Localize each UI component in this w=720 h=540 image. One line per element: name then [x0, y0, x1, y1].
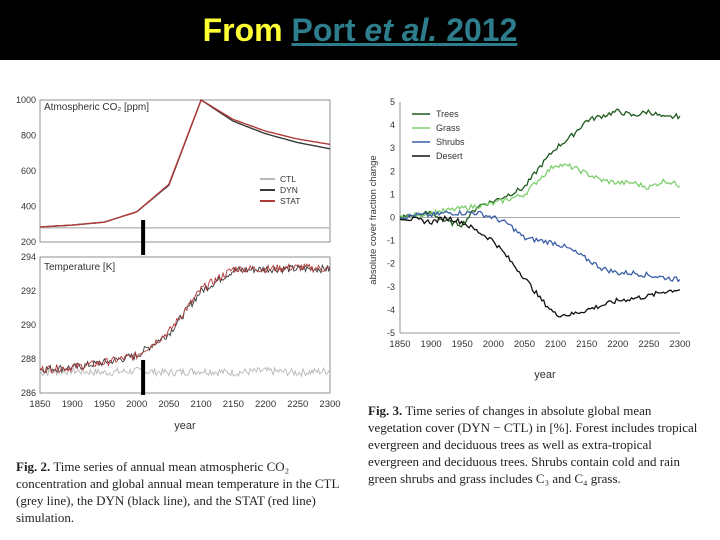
fig2-x-tick-label: 1850: [29, 399, 50, 410]
fig2-x-tick-label: 1950: [94, 399, 115, 410]
fig3-x-tick-label: 2250: [638, 339, 659, 350]
fig2-caption-text: Time series of annual mean atmospheric C…: [16, 459, 339, 525]
citation-etal: et al.: [364, 11, 438, 48]
temp-series-dyn: [39, 263, 331, 374]
fig2-legend-ctl: CTL: [280, 174, 296, 184]
fig3-y-tick-label: 3: [390, 143, 395, 153]
fig3-legend-shrubs: Shrubs: [436, 137, 465, 147]
temp-tick-label: 292: [21, 286, 36, 296]
fig2-caption: Fig. 2. Time series of annual mean atmos…: [16, 458, 346, 526]
fig3-x-tick-label: 2000: [483, 339, 504, 350]
title-prefix: From: [202, 11, 292, 48]
fig3-x-axis-label: year: [534, 369, 556, 381]
fig2-x-tick-label: 2000: [126, 399, 147, 410]
fig3-y-tick-label: 4: [390, 120, 395, 130]
co2-tick-label: 400: [21, 202, 36, 212]
co2-tick-label: 600: [21, 166, 36, 176]
fig3-series-desert: [399, 215, 681, 318]
co2-series-stat: [39, 98, 331, 228]
fig3-y-tick-label: 0: [390, 213, 395, 223]
citation-link[interactable]: Port et al. 2012: [292, 12, 518, 48]
fig2-x-tick-label: 2100: [191, 399, 212, 410]
co2-panel-frame: [39, 99, 331, 243]
fig3-x-tick-label: 2050: [514, 339, 535, 350]
temp-tick-label: 286: [21, 388, 36, 398]
fig2-legend-stat: STAT: [280, 196, 300, 206]
temp-tick-label: 294: [21, 252, 36, 262]
citation-author: Port: [291, 11, 365, 48]
fig3-series-shrubs: [399, 209, 681, 283]
temp-tick-label: 288: [21, 354, 36, 364]
fig3-x-tick-label: 1900: [421, 339, 442, 350]
fig3-legend-desert: Desert: [436, 151, 463, 161]
temp-series-ctl: [39, 365, 331, 378]
fig2-x-tick-label: 2200: [255, 399, 276, 410]
co2-tick-label: 800: [21, 131, 36, 141]
co2-tick-label: 1000: [16, 95, 36, 105]
fig3-x-tick-label: 2300: [669, 339, 690, 350]
fig3-y-tick-label: -5: [387, 328, 395, 338]
temp-series-stat: [39, 262, 331, 374]
fig3-y-tick-label: -3: [387, 282, 395, 292]
fig2-x-tick-label: 2050: [158, 399, 179, 410]
fig2-x-tick-label: 2300: [319, 399, 340, 410]
fig3-y-tick-label: -2: [387, 259, 395, 269]
fig3-x-tick-label: 2200: [607, 339, 628, 350]
fig2-caption-label: Fig. 2.: [16, 459, 51, 474]
fig3-x-tick-label: 2100: [545, 339, 566, 350]
co2-tick-label: 200: [21, 237, 36, 247]
fig3-caption: Fig. 3. Time series of changes in absolu…: [368, 402, 698, 487]
slide-body: 1000 800 600 400 200 294 292 290 288 286 1850 1900 1…: [0, 60, 720, 540]
fig3-y-tick-label: 1: [390, 189, 395, 199]
fig2-legend-dyn: DYN: [280, 185, 298, 195]
fig3-x-tick-label: 1950: [452, 339, 473, 350]
fig2-x-tick-label: 2250: [287, 399, 308, 410]
fig2-x-tick-label: 1900: [62, 399, 83, 410]
temp-panel-label: Temperature [K]: [44, 262, 115, 273]
fig2-x-axis-label: year: [174, 420, 196, 432]
fig3-series-grass: [399, 162, 681, 220]
fig3-caption-label: Fig. 3.: [368, 403, 403, 418]
fig3-legend-trees: Trees: [436, 109, 459, 119]
co2-panel-label: Atmospheric CO₂ [ppm]: [44, 102, 149, 113]
slide-title: From Port et al. 2012: [203, 12, 518, 49]
co2-series-dyn: [39, 98, 331, 228]
fig3-y-axis-label: absolute cover fraction change: [368, 155, 379, 284]
temp-panel-frame: [39, 256, 331, 394]
fig3-x-tick-label: 2150: [576, 339, 597, 350]
fig3-legend-grass: Grass: [436, 123, 461, 133]
fig3-y-tick-label: 2: [390, 166, 395, 176]
fig3-series-trees: [399, 108, 681, 228]
fig3-x-tick-label: 1850: [389, 339, 410, 350]
temp-tick-label: 290: [21, 320, 36, 330]
fig3-caption-text: Time series of changes in absolute globa…: [368, 403, 698, 486]
fig3-y-tick-label: -4: [387, 305, 395, 315]
slide-title-bar: From Port et al. 2012: [0, 0, 720, 60]
fig3-y-tick-label: -1: [387, 236, 395, 246]
fig2-x-tick-label: 2150: [223, 399, 244, 410]
fig3-y-tick-label: 5: [390, 97, 395, 107]
citation-year: 2012: [437, 11, 518, 48]
